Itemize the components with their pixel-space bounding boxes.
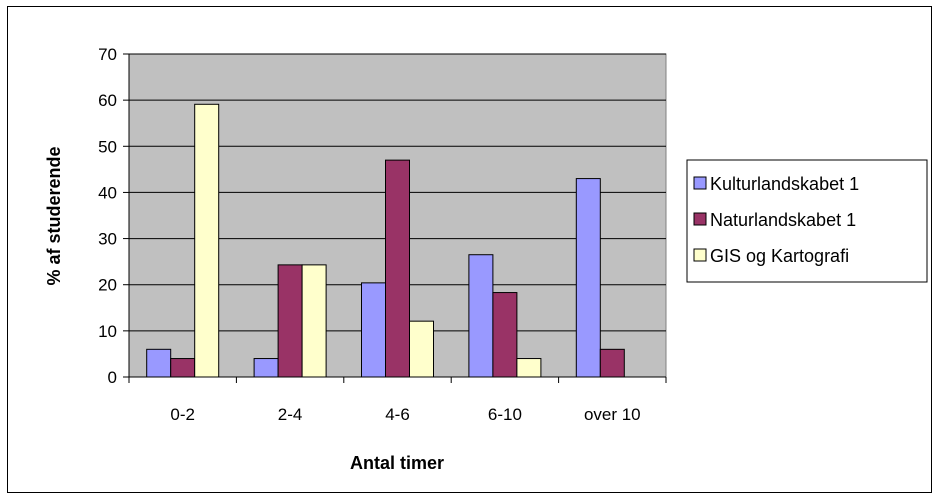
bar <box>253 358 279 378</box>
y-tick-label: 40 <box>98 183 117 202</box>
legend: Kulturlandskabet 1 Naturlandskabet 1 GIS o… <box>686 159 928 283</box>
y-tick-label: 0 <box>108 368 117 387</box>
x-tick-labels: 0-2 2-4 4-6 6-10 over 10 <box>170 405 640 424</box>
legend-label: Naturlandskabet 1 <box>710 210 856 230</box>
x-tick-label: 2-4 <box>278 405 303 424</box>
y-tick-label: 30 <box>98 230 117 249</box>
legend-swatch <box>693 212 707 226</box>
y-tick-labels: 0 10 20 30 40 50 60 70 <box>98 45 117 387</box>
bar <box>361 282 386 378</box>
x-tick-label: 0-2 <box>170 405 195 424</box>
x-tick-label: 6-10 <box>488 405 522 424</box>
bar <box>599 348 625 378</box>
bar <box>170 358 196 378</box>
bar <box>516 358 542 378</box>
x-tick-label: over 10 <box>584 405 641 424</box>
bar <box>301 264 327 378</box>
legend-swatch <box>693 176 707 190</box>
y-tick-label: 70 <box>98 45 117 64</box>
legend-label: GIS og Kartografi <box>710 246 849 266</box>
y-tick-label: 10 <box>98 322 117 341</box>
bar <box>146 348 172 378</box>
bar <box>468 254 494 378</box>
x-axis-title: Antal timer <box>350 453 444 473</box>
bar <box>277 264 303 378</box>
legend-label: Kulturlandskabet 1 <box>710 174 859 194</box>
bar <box>194 103 220 378</box>
bar <box>409 320 434 378</box>
y-axis-title: % af studerende <box>44 146 64 285</box>
bar <box>492 292 518 378</box>
y-tick-label: 60 <box>98 91 117 110</box>
y-tick-label: 50 <box>98 137 117 156</box>
legend-swatch <box>693 248 707 262</box>
bar <box>575 178 601 378</box>
axes <box>123 53 667 383</box>
bar <box>385 159 410 378</box>
legend-box <box>686 159 928 283</box>
y-tick-label: 20 <box>98 276 117 295</box>
x-tick-label: 4-6 <box>385 405 410 424</box>
